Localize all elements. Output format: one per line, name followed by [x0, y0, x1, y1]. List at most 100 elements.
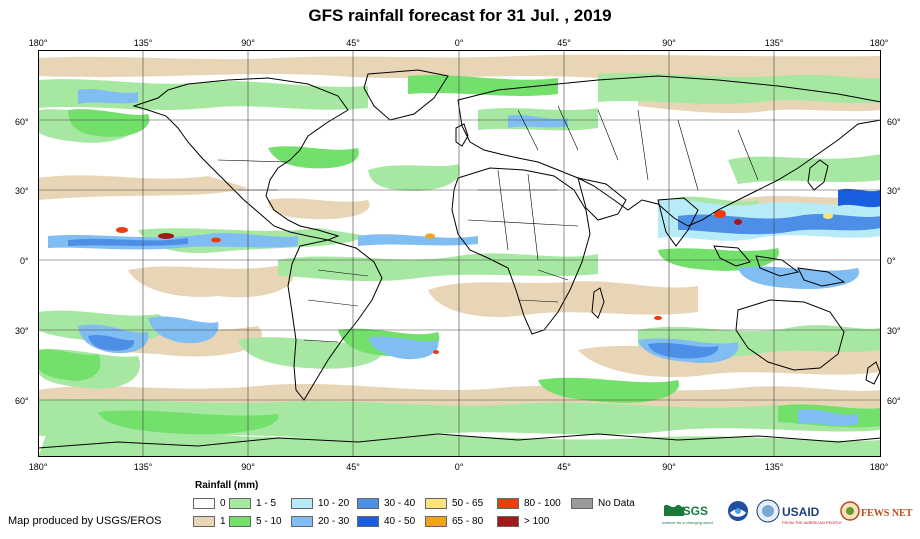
legend-item: > 100	[497, 515, 549, 528]
legend-swatch	[193, 516, 215, 527]
north-america-outline	[132, 77, 349, 241]
lat-label: 60°	[15, 396, 29, 406]
legend-swatch	[357, 516, 379, 527]
legend-swatch	[357, 498, 379, 509]
map-credit: Map produced by USGS/EROS	[8, 515, 162, 527]
legend-swatch	[497, 516, 519, 527]
lat-label: 0°	[887, 256, 896, 266]
map-title: GFS rainfall forecast for 31 Jul. , 2019	[308, 6, 612, 25]
legend-item: No Data	[571, 497, 635, 510]
usgs-text: USGS	[674, 504, 708, 518]
legend-swatch	[497, 498, 519, 509]
legend-label: 0	[220, 498, 226, 509]
arabia-outline	[577, 177, 627, 221]
usgs-logo: USGS science for a changing world	[662, 504, 713, 525]
legend-swatch	[291, 516, 313, 527]
south-america-outline	[287, 239, 383, 401]
legend-item: 80 - 100	[497, 497, 561, 510]
legend-item: 0	[193, 497, 226, 510]
rainfall-map	[38, 50, 881, 457]
lon-label: 180°	[869, 38, 889, 48]
legend-swatch	[571, 498, 593, 509]
usaid-tagline: FROM THE AMERICAN PEOPLE	[782, 520, 842, 525]
usaid-text: USAID	[782, 505, 820, 519]
lat-label: 30°	[15, 326, 29, 336]
india-outline	[657, 197, 699, 247]
usgs-tagline: science for a changing world	[662, 520, 713, 525]
lon-label: 135°	[133, 462, 153, 472]
new-zealand-outline	[865, 361, 881, 385]
partner-logos: USGS science for a changing world USAID …	[662, 499, 913, 525]
legend-item: 20 - 30	[291, 515, 349, 528]
greenland-outline	[363, 69, 449, 121]
madagascar-outline	[591, 287, 605, 319]
legend-label: 5 - 10	[256, 516, 282, 527]
coastlines	[38, 69, 881, 449]
legend-label: 40 - 50	[384, 516, 416, 527]
legend-label: 80 - 100	[524, 498, 561, 509]
legend-swatch	[291, 498, 313, 509]
usaid-logo: USAID FROM THE AMERICAN PEOPLE	[782, 505, 842, 525]
lon-label: 45°	[557, 38, 571, 48]
legend-item: 65 - 80	[425, 515, 483, 528]
legend-item: 50 - 65	[425, 497, 483, 510]
lat-label: 30°	[887, 326, 901, 336]
map-frame	[38, 50, 881, 457]
legend-item: 1	[193, 515, 226, 528]
legend-swatch	[229, 498, 251, 509]
legend-item: 1 - 5	[229, 497, 276, 510]
legend-label: 65 - 80	[452, 516, 484, 527]
lon-label: 180°	[28, 38, 48, 48]
lon-label: 90°	[241, 38, 255, 48]
legend-label: 50 - 65	[452, 498, 484, 509]
antarctica-outline	[38, 433, 881, 449]
lon-label: 0°	[454, 462, 464, 472]
legend-item: 40 - 50	[357, 515, 415, 528]
legend-title: Rainfall (mm)	[195, 480, 259, 491]
lat-label: 60°	[887, 396, 901, 406]
lat-label: 30°	[15, 186, 29, 196]
lon-label: 135°	[764, 462, 784, 472]
lon-label: 90°	[662, 462, 676, 472]
lon-label: 180°	[869, 462, 889, 472]
lon-label: 135°	[133, 38, 153, 48]
legend-label: > 100	[524, 516, 550, 527]
legend-item: 10 - 20	[291, 497, 349, 510]
legend-swatch	[425, 516, 447, 527]
legend-swatch	[193, 498, 215, 509]
lat-label: 30°	[887, 186, 901, 196]
lon-label: 0°	[454, 38, 464, 48]
legend-item: 5 - 10	[229, 515, 282, 528]
japan-outline	[807, 159, 829, 191]
legend-item: 30 - 40	[357, 497, 415, 510]
lon-label: 135°	[764, 38, 784, 48]
fewsnet-logo: FEWS NET	[840, 501, 913, 521]
eurasia-outline	[457, 75, 881, 227]
legend-label: No Data	[598, 498, 635, 509]
lat-label: 60°	[15, 117, 29, 127]
lat-label: 0°	[20, 256, 29, 266]
legend-label: 20 - 30	[318, 516, 350, 527]
fewsnet-text: FEWS NET	[861, 508, 913, 519]
noaa-logo	[728, 501, 748, 521]
legend-label: 30 - 40	[384, 498, 416, 509]
lon-label: 45°	[346, 38, 360, 48]
rain-heavy-bands	[48, 89, 881, 426]
lon-label: 90°	[241, 462, 255, 472]
uk-outline	[455, 123, 469, 147]
dos-seal	[756, 499, 780, 523]
australia-outline	[735, 299, 845, 371]
lon-label: 180°	[28, 462, 48, 472]
legend-label: 1	[220, 516, 226, 527]
legend-swatch	[229, 516, 251, 527]
se-asia-islands-outline	[713, 245, 846, 287]
legend-label: 10 - 20	[318, 498, 350, 509]
lon-label: 45°	[346, 462, 360, 472]
legend-label: 1 - 5	[256, 498, 277, 509]
lon-label: 45°	[557, 462, 571, 472]
lon-label: 90°	[662, 38, 676, 48]
legend-swatch	[425, 498, 447, 509]
lat-label: 60°	[887, 117, 901, 127]
rain-extreme-spots	[116, 210, 833, 354]
graticule	[38, 50, 881, 457]
